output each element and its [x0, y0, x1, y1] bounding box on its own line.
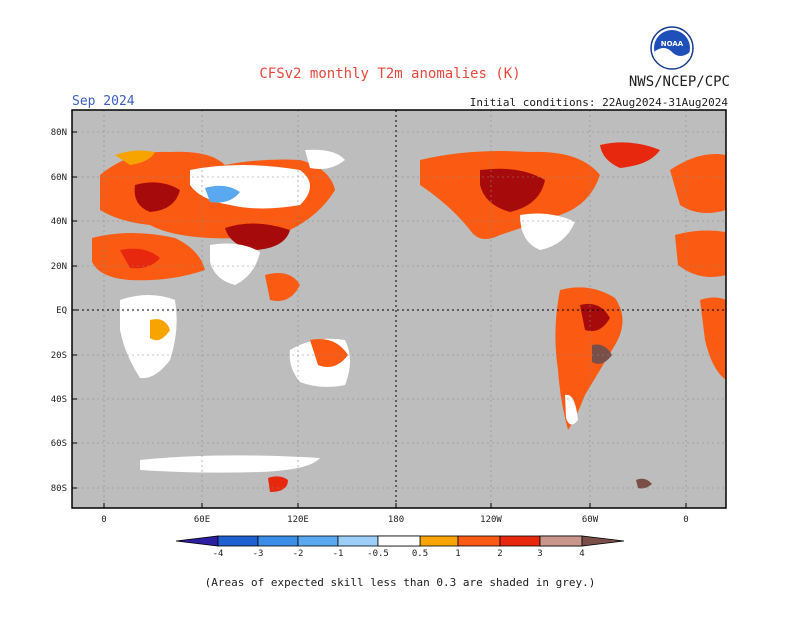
- legend-label: 0.5: [412, 549, 428, 559]
- footnote: (Areas of expected skill less than 0.3 a…: [204, 576, 596, 589]
- lat-tick-label: 20N: [51, 262, 67, 272]
- anomaly-region: [265, 272, 300, 301]
- legend-swatch: [217, 535, 259, 547]
- legend-swatch: [419, 535, 459, 547]
- lat-tick-label: EQ: [56, 306, 67, 316]
- anomaly-region: [520, 213, 575, 250]
- anomaly-region: [580, 303, 610, 332]
- map-frame: [71, 109, 727, 509]
- anomaly-region: [210, 243, 260, 285]
- legend-swatch: [257, 535, 299, 547]
- map-gridlines: [72, 110, 726, 508]
- legend-label: 3: [537, 549, 542, 559]
- legend-label: -2: [293, 549, 304, 559]
- legend-swatch: [297, 535, 339, 547]
- legend-label: -1: [333, 549, 344, 559]
- lon-tick-label: 0: [683, 515, 688, 525]
- anomaly-region: [120, 295, 177, 379]
- legend-swatch: [539, 535, 583, 547]
- anomaly-region: [565, 394, 578, 425]
- legend-swatch: [499, 535, 541, 547]
- color-legend: -4 -3 -2 -1 -0.5 0.5 1 2 3 4: [175, 535, 625, 559]
- lon-tick-label: 0: [101, 515, 106, 525]
- legend-swatch: [457, 535, 501, 547]
- anomaly-region: [600, 142, 660, 168]
- map-title: CFSv2 monthly T2m anomalies (K): [259, 66, 521, 82]
- anomaly-region: [480, 168, 545, 212]
- anomaly-region: [700, 297, 726, 380]
- anomaly-region: [305, 149, 345, 169]
- legend-label: -3: [253, 549, 264, 559]
- legend-label: 4: [579, 549, 584, 559]
- legend-swatch: [337, 535, 379, 547]
- noaa-logo-icon: NOAA: [650, 26, 694, 70]
- anomaly-region: [205, 185, 240, 203]
- legend-arrow-high: [581, 535, 625, 547]
- initial-conditions: Initial conditions: 22Aug2024-31Aug2024: [469, 96, 728, 109]
- anomaly-region: [115, 150, 155, 165]
- map-axis-labels: 80N 60N 40N 20N EQ 20S 40S 60S 80S 0 60E 120E 180 120…: [51, 128, 689, 525]
- legend-label: -0.5: [367, 549, 389, 559]
- legend-arrow-low: [175, 535, 219, 547]
- anomaly-region: [592, 344, 612, 364]
- anomaly-region: [140, 455, 320, 473]
- lat-tick-label: 80N: [51, 128, 67, 138]
- anomaly-region: [134, 182, 180, 212]
- lat-tick-label: 80S: [51, 484, 67, 494]
- anomaly-region: [310, 339, 348, 368]
- anomaly-fields: [92, 142, 726, 492]
- anomaly-region: [225, 223, 290, 250]
- lat-tick-label: 40S: [51, 395, 67, 405]
- lat-tick-label: 60S: [51, 439, 67, 449]
- anomaly-region: [120, 248, 160, 269]
- lon-tick-label: 120E: [287, 515, 309, 525]
- anomaly-region: [675, 230, 726, 278]
- anomaly-region: [670, 154, 726, 214]
- anomaly-region: [150, 319, 170, 341]
- legend-label: -4: [213, 549, 224, 559]
- lat-tick-label: 60N: [51, 173, 67, 183]
- lon-tick-label: 120W: [480, 515, 502, 525]
- lon-tick-label: 60E: [194, 515, 210, 525]
- lat-tick-label: 20S: [51, 351, 67, 361]
- anomaly-region: [636, 478, 652, 489]
- legend-swatch: [377, 535, 421, 547]
- legend-label: 1: [455, 549, 460, 559]
- lon-tick-label: 60W: [582, 515, 599, 525]
- agency-label: NWS/NCEP/CPC: [628, 74, 730, 90]
- legend-label: 2: [497, 549, 502, 559]
- noaa-logo-text: NOAA: [661, 40, 684, 48]
- forecast-month: Sep 2024: [72, 94, 135, 109]
- lon-tick-label: 180: [388, 515, 404, 525]
- lat-tick-label: 40N: [51, 217, 67, 227]
